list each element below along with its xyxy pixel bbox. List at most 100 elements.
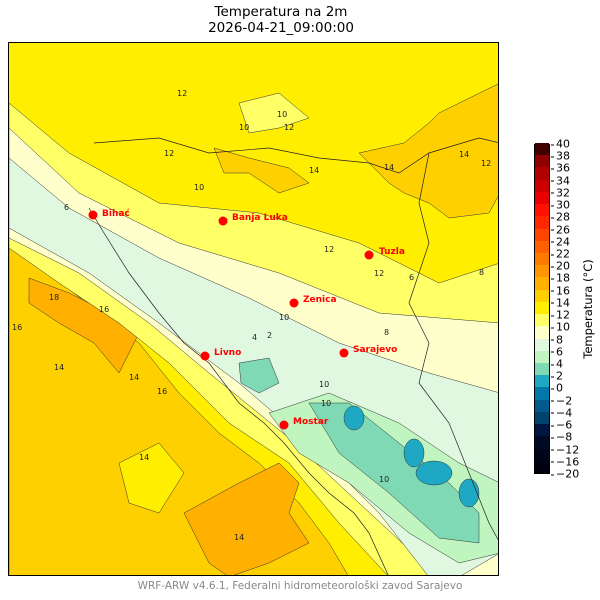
contour-label: 14 bbox=[129, 373, 140, 382]
colorbar-tick-label: 24 bbox=[551, 235, 570, 248]
temperature-field bbox=[9, 43, 498, 575]
contour-label: 12 bbox=[374, 269, 385, 278]
city-marker-sarajevo bbox=[339, 348, 349, 358]
colorbar-tick-label: 4 bbox=[551, 358, 563, 371]
colorbar-tick-label: 16 bbox=[551, 284, 570, 297]
band-12-14-inner-coast bbox=[118, 442, 185, 514]
contour-label: 6 bbox=[64, 203, 70, 212]
colorbar-tick-label: 36 bbox=[551, 162, 570, 175]
colorbar-tick-label: −20 bbox=[551, 468, 579, 481]
colorbar-bin bbox=[535, 240, 549, 253]
band-14-16-north bbox=[213, 147, 310, 194]
contour-label: 10 bbox=[319, 380, 330, 389]
contour-label: 16 bbox=[12, 323, 23, 332]
contour-label: 10 bbox=[194, 183, 205, 192]
band-14-16-northeast bbox=[358, 83, 498, 219]
colorbar-tick-label: −2 bbox=[551, 394, 572, 407]
colorbar-tick-label: 0 bbox=[551, 382, 563, 395]
border-line bbox=[88, 207, 389, 575]
colorbar-bin bbox=[535, 276, 549, 290]
colorbar-bin bbox=[535, 374, 549, 388]
footer-credit: WRF-ARW v4.6.1, Federalni hidrometeorolo… bbox=[137, 580, 463, 592]
contour-label: 12 bbox=[177, 89, 188, 98]
city-label-tuzla: Tuzla bbox=[379, 247, 405, 257]
city-label-mostar: Mostar bbox=[293, 417, 329, 427]
colorbar-tick-label: −8 bbox=[551, 431, 572, 444]
colorbar-tick-label: −4 bbox=[551, 406, 572, 419]
band-10-12-north bbox=[238, 92, 310, 134]
contour-label: 12 bbox=[164, 149, 175, 158]
city-marker-mostar bbox=[279, 420, 289, 430]
colorbar bbox=[534, 142, 550, 474]
city-label-sarajevo: Sarajevo bbox=[353, 345, 398, 355]
city-label-bihac: Bihać bbox=[102, 209, 130, 219]
contour-label: 18 bbox=[49, 293, 60, 302]
colorbar-bin bbox=[535, 264, 549, 278]
colorbar-tick-label: 20 bbox=[551, 260, 570, 273]
colorbar-bin bbox=[535, 252, 549, 266]
colorbar-bin bbox=[535, 203, 549, 217]
city-marker-livno bbox=[200, 351, 210, 361]
band-0-2 bbox=[458, 478, 480, 508]
city-label-banja-luka: Banja Luka bbox=[232, 213, 288, 223]
colorbar-bin bbox=[535, 399, 549, 412]
chart-subtitle: 2026-04-21_09:00:00 bbox=[208, 20, 354, 36]
contour-label: 14 bbox=[309, 166, 320, 175]
contour-label: 10 bbox=[239, 123, 250, 132]
city-label-livno: Livno bbox=[214, 348, 242, 358]
colorbar-bin bbox=[535, 301, 549, 315]
colorbar-tick-label: 30 bbox=[551, 199, 570, 212]
colorbar-tick-label: −12 bbox=[551, 443, 579, 456]
border-line-east bbox=[408, 152, 498, 541]
band-0-2 bbox=[343, 405, 365, 431]
colorbar-bin bbox=[535, 228, 549, 241]
colorbar-bin bbox=[535, 411, 549, 425]
colorbar-bin bbox=[535, 460, 549, 473]
city-label-zenica: Zenica bbox=[303, 295, 337, 305]
contour-label: 14 bbox=[384, 163, 395, 172]
contour-label: 8 bbox=[479, 268, 485, 277]
chart-title: Temperatura na 2m bbox=[214, 4, 348, 20]
contour-label: 12 bbox=[481, 159, 492, 168]
band-16-18-south bbox=[183, 462, 310, 575]
colorbar-tick-label: 26 bbox=[551, 223, 570, 236]
contour-label: 4 bbox=[252, 333, 258, 342]
contour-label: 16 bbox=[99, 305, 110, 314]
band-16-18-coast bbox=[28, 277, 140, 374]
city-marker-tuzla bbox=[364, 250, 374, 260]
colorbar-bin bbox=[535, 386, 549, 400]
colorbar-tick-label: 40 bbox=[551, 138, 570, 151]
border-line-north bbox=[93, 137, 498, 174]
city-marker-zenica bbox=[289, 298, 299, 308]
colorbar-tick-label: 28 bbox=[551, 211, 570, 224]
contour-label: 10 bbox=[279, 313, 290, 322]
colorbar-tick-label: 32 bbox=[551, 186, 570, 199]
city-marker-banja-luka bbox=[218, 216, 228, 226]
contour-label: 14 bbox=[234, 533, 245, 542]
colorbar-bin bbox=[535, 313, 549, 327]
colorbar-bin bbox=[535, 166, 549, 180]
colorbar-label: Temperatura (°C) bbox=[581, 259, 595, 359]
colorbar-tick-label: 6 bbox=[551, 345, 563, 358]
colorbar-bin bbox=[535, 154, 549, 168]
contour-label: 2 bbox=[267, 331, 273, 340]
colorbar-bin bbox=[535, 215, 549, 229]
contour-label: 16 bbox=[157, 387, 168, 396]
colorbar-tick-label: 38 bbox=[551, 150, 570, 163]
colorbar-bin bbox=[535, 142, 549, 156]
contour-label: 10 bbox=[321, 399, 332, 408]
colorbar-tick-label: −6 bbox=[551, 419, 572, 432]
city-marker-bihac bbox=[88, 210, 98, 220]
colorbar-bin bbox=[535, 362, 549, 376]
contour-label: 8 bbox=[384, 328, 390, 337]
contour-label: 14 bbox=[139, 453, 150, 462]
colorbar-bin bbox=[535, 325, 549, 339]
contour-label: 10 bbox=[379, 475, 390, 484]
contour-label: 12 bbox=[324, 245, 335, 254]
colorbar-bin bbox=[535, 435, 549, 449]
colorbar-bin bbox=[535, 448, 549, 461]
temperature-map: 12 10 12 10 12 14 14 12 14 10 6 12 12 16… bbox=[8, 42, 499, 576]
contour-label: 14 bbox=[459, 150, 470, 159]
contour-label: 14 bbox=[54, 363, 65, 372]
band-0-2 bbox=[403, 438, 425, 468]
